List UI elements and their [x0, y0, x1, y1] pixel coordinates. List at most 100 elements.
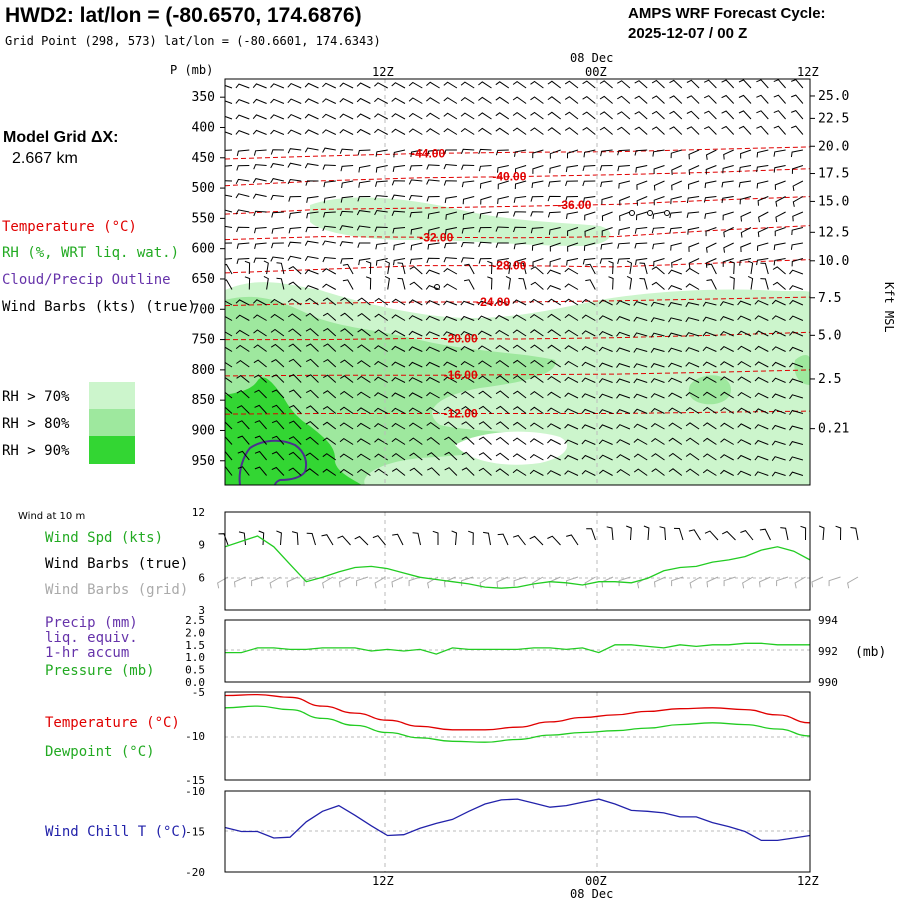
- wind-barb: [685, 347, 700, 352]
- wind-barb: [356, 407, 371, 414]
- wind-barb: [427, 467, 440, 476]
- wind-barb: [688, 165, 700, 176]
- wind-barb: [738, 110, 752, 120]
- wind-barb: [738, 79, 752, 89]
- isotherm-line: [225, 296, 810, 307]
- wind-barb: [601, 196, 613, 205]
- wind-speed-line: [225, 535, 810, 589]
- wind-barb: [670, 149, 682, 159]
- wind-barb: [636, 211, 648, 221]
- wind-barb: [598, 330, 613, 337]
- wind-barb: [340, 297, 354, 306]
- wind-barb: [304, 255, 319, 262]
- isotherm-line: [225, 225, 810, 241]
- wind-barb: [739, 165, 752, 173]
- wind-barb: [288, 436, 302, 445]
- wind-barb: [357, 196, 371, 202]
- wind-barb: [653, 180, 665, 191]
- grid-spacing-value: 2.667 km: [12, 150, 78, 167]
- wind-barb: [702, 406, 717, 414]
- wind-barb: [323, 343, 337, 352]
- wind-barb: [460, 241, 475, 248]
- wind-barb: [565, 180, 579, 187]
- wind-barb: [479, 180, 492, 189]
- wind-barb: [581, 454, 596, 461]
- wind-barb: [339, 128, 354, 135]
- wind-barb: [235, 178, 250, 185]
- wind-barb: [496, 258, 509, 266]
- height-tick-label: 10.0: [818, 254, 849, 269]
- wind-barb-grid: [811, 576, 824, 588]
- wind-barb-grid: [461, 576, 474, 587]
- wind-barb: [757, 196, 769, 206]
- wind-tick-label: 3: [198, 604, 205, 617]
- wind-barb: [495, 390, 510, 399]
- wind-barb: [460, 257, 475, 263]
- wind-barb: [443, 81, 458, 89]
- wind-barb: [408, 315, 423, 321]
- wind-barb: [668, 468, 683, 476]
- wind-barb: [254, 227, 267, 234]
- wind-barb: [478, 258, 492, 264]
- isotherm-line: [225, 259, 810, 274]
- wind-barb: [271, 211, 284, 218]
- wind-barb: [754, 424, 769, 430]
- wind-barb-grid: [618, 576, 631, 587]
- wind-barb: [584, 227, 596, 237]
- wind-barb: [375, 242, 388, 250]
- wind-barb: [244, 260, 251, 275]
- wind-barb: [253, 314, 267, 321]
- wind-barb: [685, 361, 700, 368]
- wind-barb: [374, 422, 388, 430]
- height-tick-label: 15.0: [818, 194, 849, 209]
- wind-barb: [547, 423, 561, 430]
- wind-barb: [477, 300, 492, 306]
- wind-barb: [443, 180, 457, 186]
- wind-barb: [791, 94, 804, 104]
- wind-barb: [391, 180, 406, 186]
- wind-barb: [237, 450, 250, 461]
- wind-barb: [288, 404, 302, 414]
- wind-barb: [789, 378, 804, 384]
- wind-barb: [225, 258, 233, 260]
- wind-barb: [772, 266, 786, 275]
- wind-barb: [374, 297, 388, 306]
- wind-barb: [443, 149, 457, 155]
- wind-barb: [339, 241, 354, 247]
- wind-barb: [391, 113, 406, 120]
- wind-barb: [617, 95, 631, 104]
- wind-barb: [564, 439, 579, 445]
- wind-barb: [495, 127, 510, 135]
- wind-barb: [408, 194, 423, 201]
- wind-barb: [305, 420, 319, 430]
- wind-barb: [391, 376, 406, 383]
- wind-barb: [408, 407, 423, 414]
- wind-barb: [443, 163, 457, 170]
- wind-barb: [443, 128, 458, 135]
- wind-barb: [339, 437, 354, 445]
- wind-barb: [461, 451, 475, 461]
- wind-barb: [271, 374, 285, 383]
- wind-barb: [409, 165, 423, 171]
- wind-barbs-true-label: Wind Barbs (true): [45, 556, 188, 572]
- wind-barb: [479, 211, 492, 219]
- wind-barb: [357, 242, 371, 248]
- wind-barb: [477, 315, 492, 321]
- forecast-cycle-value: 2025-12-07 / 00 Z: [628, 25, 747, 42]
- wind-barb: [549, 165, 561, 174]
- wind-barb: [478, 112, 492, 120]
- wind-barb-grid: [706, 576, 719, 588]
- wind-barb: [426, 196, 440, 202]
- wind-barb: [636, 196, 648, 206]
- wind-barb: [397, 262, 406, 275]
- wind-barb: [564, 470, 579, 476]
- wind-barb: [737, 345, 752, 352]
- wind-barb: [252, 114, 267, 120]
- wind-barb: [789, 362, 804, 368]
- isotherm-label: -20.00: [444, 332, 478, 346]
- wind-barb: [633, 408, 648, 414]
- wind-barb: [460, 360, 475, 368]
- wind-barb: [322, 312, 337, 321]
- wind-barb: [616, 424, 631, 430]
- wind-barb: [616, 378, 631, 384]
